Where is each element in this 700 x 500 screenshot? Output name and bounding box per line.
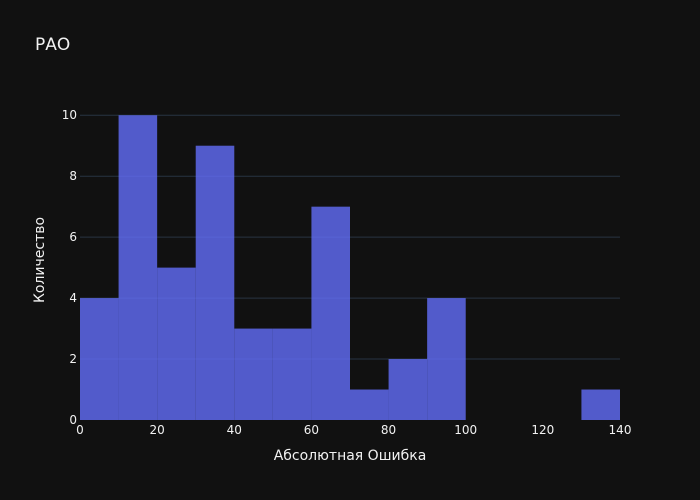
y-axis-ticks: 0 2 4 6 8 10	[62, 108, 77, 427]
x-tick-label: 20	[150, 423, 165, 437]
histogram-bar	[388, 359, 428, 420]
histogram-bar	[427, 298, 466, 420]
y-tick-label: 10	[62, 108, 77, 122]
histogram-bar	[157, 267, 196, 420]
x-tick-label: 140	[609, 423, 632, 437]
x-axis-label: Абсолютная Ошибка	[274, 448, 427, 464]
x-tick-label: 120	[531, 423, 554, 437]
histogram-bar	[581, 389, 620, 420]
x-tick-label: 60	[304, 423, 319, 437]
x-tick-label: 100	[454, 423, 477, 437]
bars	[80, 115, 620, 420]
chart-title: РАО	[35, 35, 70, 55]
y-tick-label: 0	[69, 413, 77, 427]
histogram-bar	[80, 298, 119, 420]
y-axis-label: Количество	[32, 217, 48, 303]
y-tick-label: 6	[69, 230, 77, 244]
x-tick-label: 40	[227, 423, 242, 437]
y-tick-label: 2	[69, 352, 77, 366]
x-tick-label: 80	[381, 423, 396, 437]
y-tick-label: 8	[69, 169, 77, 183]
histogram-bar	[311, 206, 350, 420]
y-tick-label: 4	[69, 291, 77, 305]
x-axis-ticks: 0 20 40 60 80 100 120 140	[76, 423, 631, 437]
x-tick-label: 0	[76, 423, 84, 437]
histogram-bar	[272, 328, 312, 420]
histogram-bar	[350, 389, 389, 420]
histogram-bar	[195, 145, 235, 420]
histogram-bar	[118, 115, 158, 420]
histogram-bar	[234, 328, 273, 420]
